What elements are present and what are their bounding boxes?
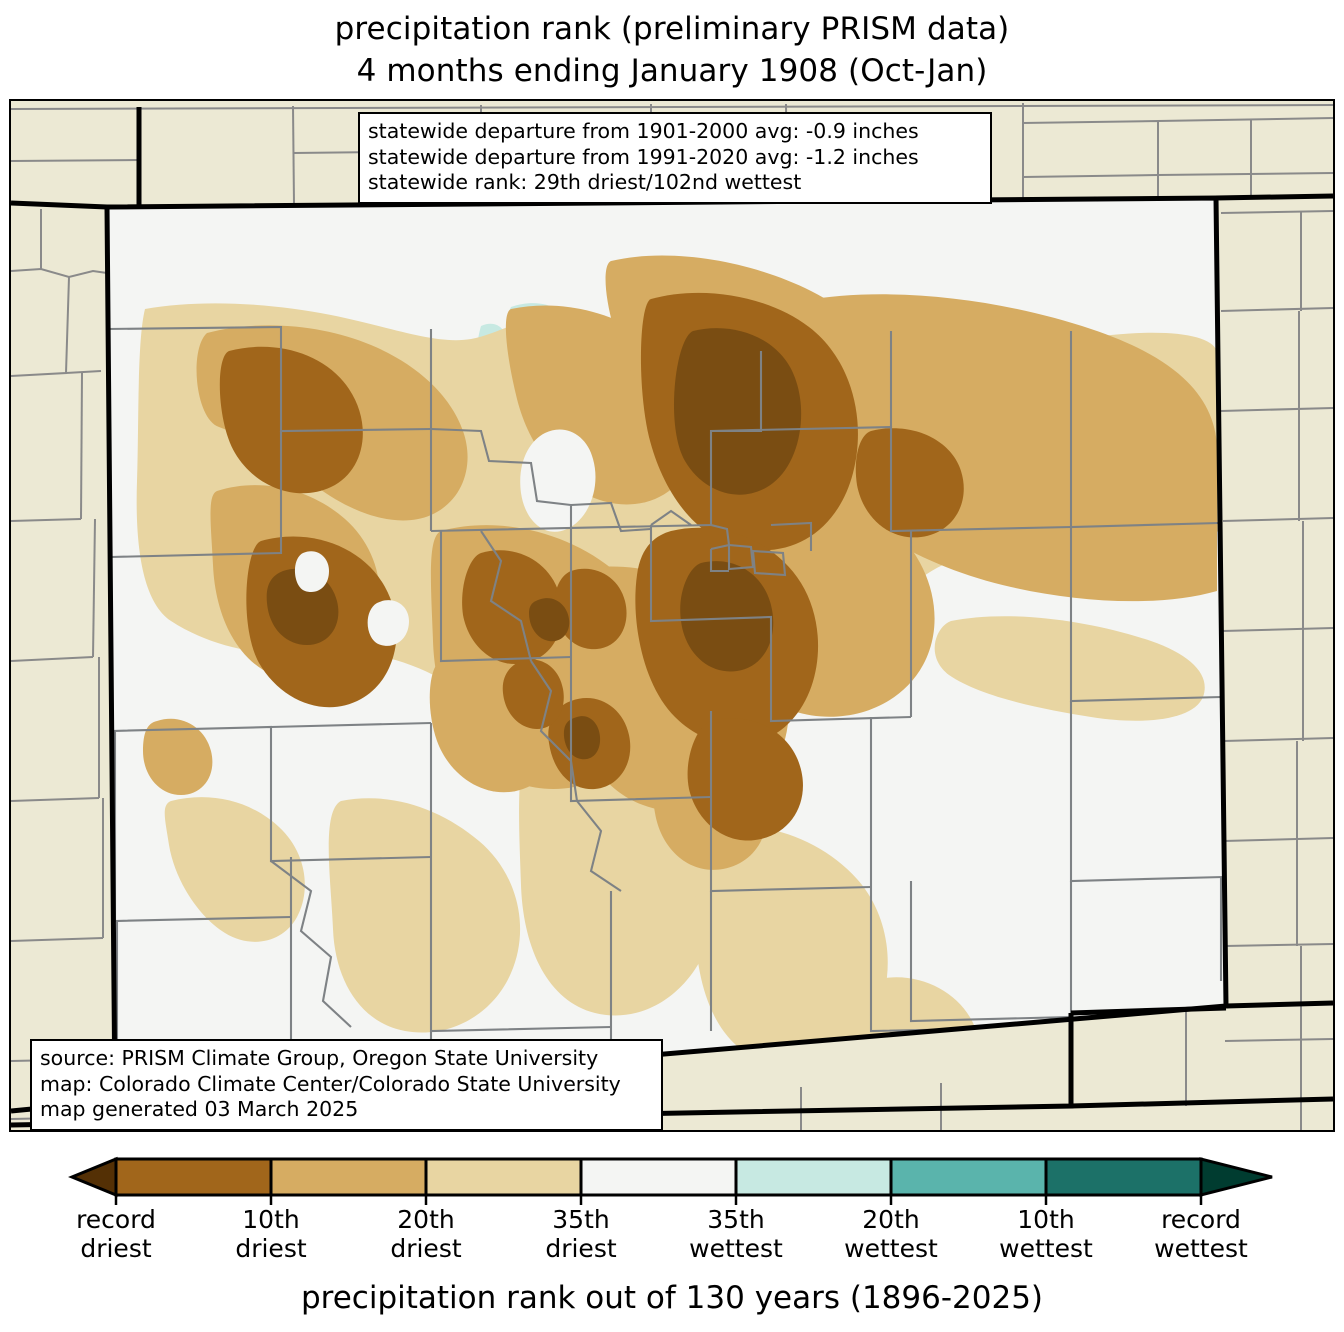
- page-title: precipitation rank (preliminary PRISM da…: [0, 8, 1344, 92]
- swatch-20th-driest: [269, 1157, 428, 1197]
- cb-label-5-top: 20th: [862, 1205, 920, 1234]
- cb-label-6-top: 10th: [1017, 1205, 1075, 1234]
- cb-label-3-top: 35th: [552, 1205, 610, 1234]
- cb-label-1-top: 10th: [242, 1205, 300, 1234]
- colorbar-caption: precipitation rank out of 130 years (189…: [300, 1280, 1044, 1316]
- statewide-stats-box: statewide departure from 1901-2000 avg: …: [358, 112, 992, 204]
- stats-statewide-rank: statewide rank: 29th driest/102nd wettes…: [368, 170, 802, 194]
- cb-label-4-bottom: wettest: [689, 1234, 783, 1263]
- stats-departure-1901-2000: statewide departure from 1901-2000 avg: …: [368, 119, 919, 143]
- cb-label-5: 20th wettest: [816, 1205, 966, 1263]
- class-near-normal-pocket: [294, 429, 596, 646]
- cb-label-5-bottom: wettest: [844, 1234, 938, 1263]
- colorbar-ticks: [114, 1195, 1203, 1205]
- colorbar-swatches: [68, 1156, 1273, 1205]
- cb-label-4: 35th wettest: [661, 1205, 811, 1263]
- swatch-record-wettest: [1199, 1157, 1273, 1197]
- cb-label-0: record driest: [41, 1205, 191, 1263]
- cb-label-7-top: record: [1161, 1205, 1241, 1234]
- cb-label-2-top: 20th: [397, 1205, 455, 1234]
- cb-label-0-top: record: [76, 1205, 156, 1234]
- cb-label-2: 20th driest: [351, 1205, 501, 1263]
- map-credit-line: map: Colorado Climate Center/Colorado St…: [40, 1071, 621, 1096]
- title-line-2: 4 months ending January 1908 (Oct-Jan): [356, 53, 988, 89]
- cb-label-1-bottom: driest: [235, 1234, 307, 1263]
- cb-label-0-bottom: driest: [80, 1234, 152, 1263]
- colorbar-tick-labels: record driest 10th driest 20th driest 35…: [0, 1205, 1344, 1271]
- swatch-10th-driest: [114, 1157, 273, 1197]
- swatch-20th-wettest: [889, 1157, 1048, 1197]
- class-10th-driest-core: [266, 328, 802, 760]
- map-panel: [9, 99, 1335, 1132]
- map-generated-line: map generated 03 March 2025: [40, 1097, 359, 1121]
- stats-departure-1991-2020: statewide departure from 1991-2020 avg: …: [368, 144, 919, 169]
- swatch-35th-wettest: [734, 1157, 893, 1197]
- colorbar: [0, 1147, 1344, 1207]
- cb-label-3-bottom: driest: [545, 1234, 617, 1263]
- precipitation-rank-contours: [107, 198, 1226, 1101]
- source-line: source: PRISM Climate Group, Oregon Stat…: [40, 1046, 599, 1070]
- swatch-35th-driest: [424, 1157, 583, 1197]
- cb-label-2-bottom: driest: [390, 1234, 462, 1263]
- cb-label-6: 10th wettest: [971, 1205, 1121, 1263]
- title-line-1: precipitation rank (preliminary PRISM da…: [334, 11, 1010, 47]
- swatch-near-normal-dry: [579, 1157, 738, 1197]
- swatch-record-driest: [68, 1156, 118, 1198]
- cb-label-7: record wettest: [1126, 1205, 1276, 1263]
- cb-label-4-top: 35th: [707, 1205, 765, 1234]
- swatch-10th-wettest: [1044, 1157, 1203, 1197]
- colorado-county-lines: [107, 325, 1224, 1101]
- colorado-precipitation-rank-map: [11, 101, 1333, 1130]
- cb-label-6-bottom: wettest: [999, 1234, 1093, 1263]
- cb-label-7-bottom: wettest: [1154, 1234, 1248, 1263]
- cb-label-3: 35th driest: [506, 1205, 656, 1263]
- cb-label-1: 10th driest: [196, 1205, 346, 1263]
- source-credits-box: source: PRISM Climate Group, Oregon Stat…: [30, 1039, 663, 1131]
